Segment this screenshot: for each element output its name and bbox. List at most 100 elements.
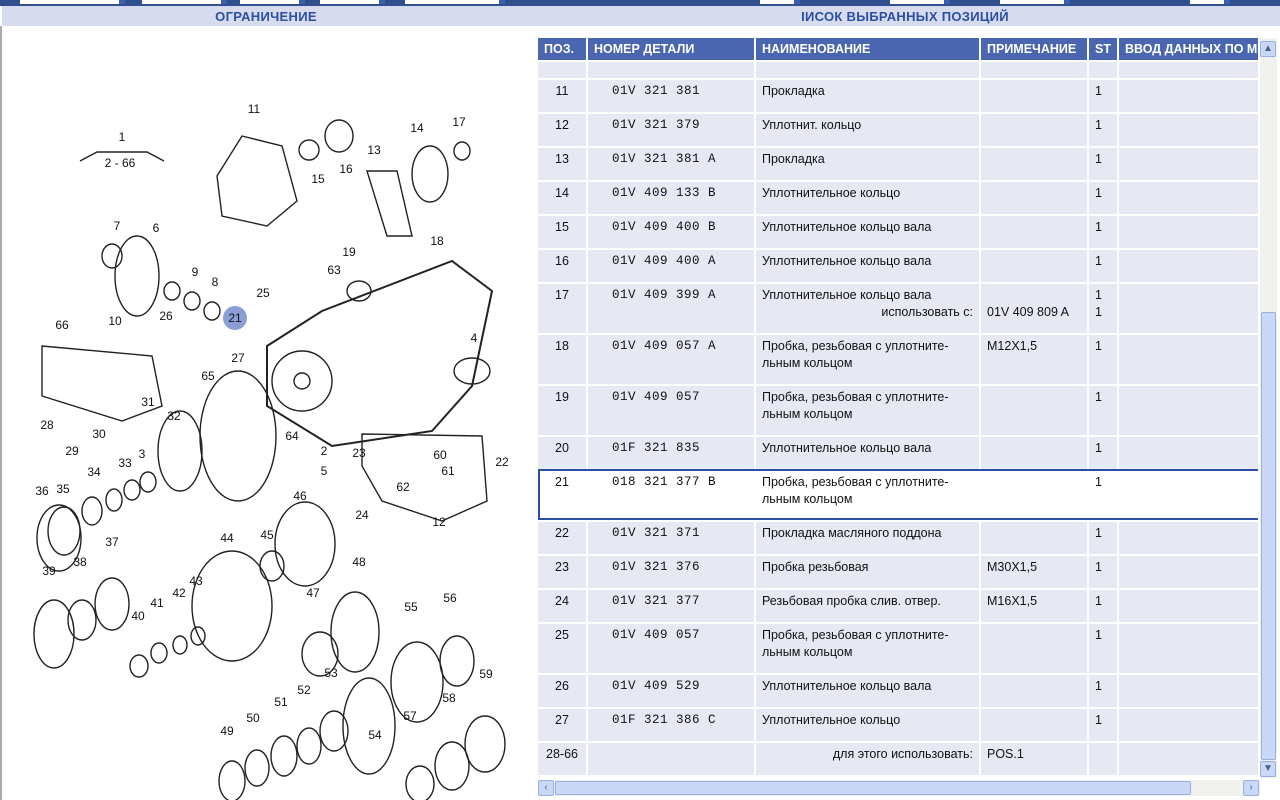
column-header-data[interactable]: ВВОД ДАННЫХ ПО М bbox=[1119, 38, 1258, 60]
callout-13[interactable]: 13 bbox=[367, 143, 381, 157]
callout-26[interactable]: 26 bbox=[159, 309, 173, 323]
scroll-right-icon[interactable]: › bbox=[1243, 780, 1259, 796]
horizontal-scroll-thumb[interactable] bbox=[555, 781, 1191, 795]
callout-10[interactable]: 10 bbox=[108, 314, 122, 328]
callout-43[interactable]: 43 bbox=[189, 574, 203, 588]
callout-44[interactable]: 44 bbox=[220, 531, 234, 545]
callout-19[interactable]: 19 bbox=[342, 245, 356, 259]
vertical-scroll-thumb[interactable] bbox=[1261, 312, 1276, 760]
callout-63[interactable]: 63 bbox=[327, 263, 341, 277]
callout-55[interactable]: 55 bbox=[404, 600, 418, 614]
scroll-down-icon[interactable]: ▼ bbox=[1260, 761, 1276, 777]
callout-47[interactable]: 47 bbox=[306, 586, 320, 600]
part-text: 01V 321 381 bbox=[612, 84, 701, 98]
column-header-pos[interactable]: ПОЗ. bbox=[538, 38, 586, 60]
cell-data bbox=[1119, 114, 1258, 146]
toolbar-field[interactable] bbox=[142, 0, 227, 4]
callout-17[interactable]: 17 bbox=[452, 115, 466, 129]
callout-46[interactable]: 46 bbox=[293, 489, 307, 503]
name-text: Уплотнительное кольцо вала bbox=[762, 220, 932, 234]
callout-38[interactable]: 38 bbox=[73, 555, 87, 569]
callout-61[interactable]: 61 bbox=[441, 464, 455, 478]
callout-23[interactable]: 23 bbox=[352, 446, 366, 460]
callout-37[interactable]: 37 bbox=[105, 535, 119, 549]
callout-64[interactable]: 64 bbox=[285, 429, 299, 443]
callout-58[interactable]: 58 bbox=[442, 691, 456, 705]
callout-22[interactable]: 22 bbox=[495, 455, 509, 469]
callout-52[interactable]: 52 bbox=[297, 683, 311, 697]
st-text: 1 bbox=[1095, 713, 1102, 727]
callout-5[interactable]: 5 bbox=[320, 464, 328, 478]
callout-33[interactable]: 33 bbox=[118, 456, 132, 470]
toolbar-field[interactable] bbox=[240, 0, 305, 4]
callout-11[interactable]: 11 bbox=[247, 102, 261, 116]
callout-60[interactable]: 60 bbox=[433, 448, 447, 462]
callout-54[interactable]: 54 bbox=[368, 728, 382, 742]
callout-30[interactable]: 30 bbox=[92, 427, 106, 441]
callout-18[interactable]: 18 bbox=[430, 234, 444, 248]
cell-name: Уплотнительное кольцо вала bbox=[756, 437, 979, 469]
callout-53[interactable]: 53 bbox=[324, 666, 338, 680]
callout-6[interactable]: 6 bbox=[152, 221, 160, 235]
callout-8[interactable]: 8 bbox=[211, 275, 219, 289]
callout-3[interactable]: 3 bbox=[138, 447, 146, 461]
callout-62[interactable]: 62 bbox=[396, 480, 410, 494]
column-header-name[interactable]: НАИМЕНОВАНИЕ bbox=[756, 38, 979, 60]
callout-4[interactable]: 4 bbox=[470, 331, 478, 345]
callout-31[interactable]: 31 bbox=[141, 395, 155, 409]
callout-45[interactable]: 45 bbox=[260, 528, 274, 542]
toolbar-field[interactable] bbox=[320, 0, 385, 4]
toolbar-field[interactable] bbox=[20, 0, 125, 4]
note-text: 01V 409 809 A bbox=[987, 305, 1070, 319]
callout-48[interactable]: 48 bbox=[352, 555, 366, 569]
callout-21[interactable]: 21 bbox=[223, 306, 247, 330]
callout-41[interactable]: 41 bbox=[150, 596, 164, 610]
callout-34[interactable]: 34 bbox=[87, 465, 101, 479]
callout-29[interactable]: 29 bbox=[65, 444, 79, 458]
callout-14[interactable]: 14 bbox=[410, 121, 424, 135]
callout-28[interactable]: 28 bbox=[40, 418, 54, 432]
cell-note bbox=[981, 114, 1087, 146]
column-header-note[interactable]: ПРИМЕЧАНИЕ bbox=[981, 38, 1087, 60]
callout-25[interactable]: 25 bbox=[256, 286, 270, 300]
toolbar-field[interactable] bbox=[890, 0, 950, 4]
callout-2-66[interactable]: 2 - 66 bbox=[104, 156, 136, 170]
callout-24[interactable]: 24 bbox=[355, 508, 369, 522]
callout-51[interactable]: 51 bbox=[274, 695, 288, 709]
callout-32[interactable]: 32 bbox=[167, 409, 181, 423]
toolbar-field[interactable] bbox=[760, 0, 800, 4]
callout-65[interactable]: 65 bbox=[201, 369, 215, 383]
table-row[interactable] bbox=[538, 469, 1258, 520]
column-header-part[interactable]: НОМЕР ДЕТАЛИ bbox=[588, 38, 754, 60]
cell-part: 01V 409 400 A bbox=[588, 250, 754, 282]
callout-12[interactable]: 12 bbox=[432, 515, 446, 529]
name-text: Пробка, резьбовая с уплотните- льным кол… bbox=[762, 390, 949, 421]
pos-text: 21 bbox=[555, 475, 569, 489]
callout-36[interactable]: 36 bbox=[35, 484, 49, 498]
toolbar-field[interactable] bbox=[405, 0, 505, 4]
column-header-st[interactable]: ST bbox=[1089, 38, 1117, 60]
callout-7[interactable]: 7 bbox=[113, 219, 121, 233]
callout-9[interactable]: 9 bbox=[191, 265, 199, 279]
callout-59[interactable]: 59 bbox=[479, 667, 493, 681]
callout-66[interactable]: 66 bbox=[55, 318, 69, 332]
callout-16[interactable]: 16 bbox=[339, 162, 353, 176]
callout-2[interactable]: 2 bbox=[320, 444, 328, 458]
toolbar-field[interactable] bbox=[1000, 0, 1070, 4]
callout-40[interactable]: 40 bbox=[131, 609, 145, 623]
callout-57[interactable]: 57 bbox=[403, 709, 417, 723]
callout-27[interactable]: 27 bbox=[231, 351, 245, 365]
callout-49[interactable]: 49 bbox=[220, 724, 234, 738]
callout-15[interactable]: 15 bbox=[311, 172, 325, 186]
callout-56[interactable]: 56 bbox=[443, 591, 457, 605]
callout-1[interactable]: 1 bbox=[118, 130, 126, 144]
scroll-left-icon[interactable]: ‹ bbox=[538, 780, 554, 796]
toolbar-field[interactable] bbox=[1190, 0, 1230, 4]
callout-39[interactable]: 39 bbox=[42, 564, 56, 578]
callout-35[interactable]: 35 bbox=[56, 482, 70, 496]
callout-50[interactable]: 50 bbox=[246, 711, 260, 725]
top-toolbar-strip bbox=[0, 0, 1280, 6]
callout-42[interactable]: 42 bbox=[172, 586, 186, 600]
scroll-up-icon[interactable]: ▲ bbox=[1260, 41, 1276, 57]
